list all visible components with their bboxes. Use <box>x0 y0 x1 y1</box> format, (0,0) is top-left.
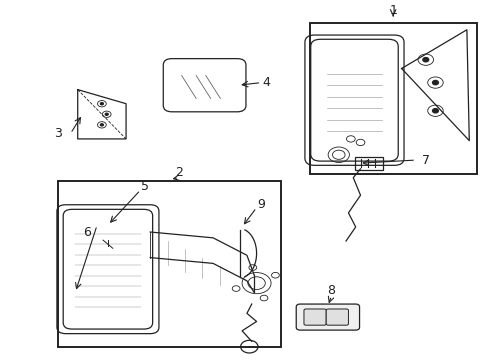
FancyBboxPatch shape <box>304 309 325 325</box>
Circle shape <box>105 113 108 115</box>
Circle shape <box>100 103 103 105</box>
Bar <box>309 23 476 174</box>
Circle shape <box>432 109 437 113</box>
FancyBboxPatch shape <box>296 304 359 330</box>
Text: 4: 4 <box>262 76 270 89</box>
Text: 1: 1 <box>388 4 396 17</box>
Circle shape <box>432 81 437 85</box>
Text: 9: 9 <box>257 198 265 211</box>
Text: 3: 3 <box>54 127 62 140</box>
Circle shape <box>422 58 428 62</box>
FancyBboxPatch shape <box>325 309 348 325</box>
Circle shape <box>100 124 103 126</box>
Text: 5: 5 <box>141 180 149 193</box>
Text: 6: 6 <box>83 226 91 239</box>
Text: 8: 8 <box>327 284 335 297</box>
Bar <box>58 181 280 347</box>
Text: 2: 2 <box>175 166 183 179</box>
Text: 7: 7 <box>421 154 429 167</box>
